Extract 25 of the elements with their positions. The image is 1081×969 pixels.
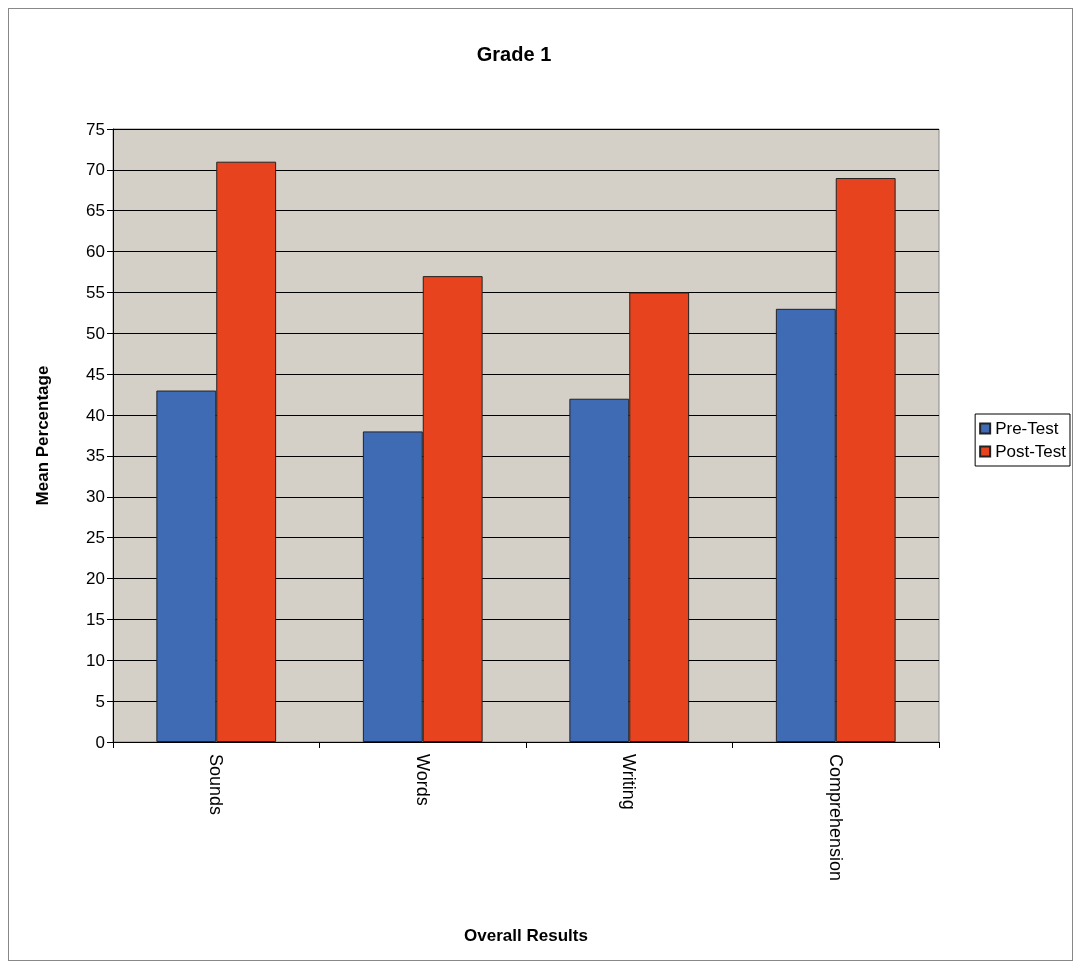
y-axis-title: Mean Percentage <box>33 365 52 506</box>
y-tick-label: 35 <box>86 446 105 466</box>
legend-label: Post-Test <box>995 442 1067 461</box>
y-tick-label: 75 <box>86 119 105 139</box>
x-axis-title: Overall Results <box>464 926 588 945</box>
y-tick-label: 5 <box>95 691 105 711</box>
y-tick-label: 0 <box>95 732 105 752</box>
y-tick-label: 30 <box>86 487 105 507</box>
y-tick-label: 70 <box>86 160 105 180</box>
y-tick-label: 20 <box>86 569 105 589</box>
x-tick-label: Sounds <box>206 754 227 816</box>
y-tick-label: 55 <box>86 282 105 302</box>
y-tick-label: 50 <box>86 323 105 343</box>
legend-label: Pre-Test <box>995 419 1059 438</box>
y-tick-label: 45 <box>86 364 105 384</box>
y-tick-label: 15 <box>86 609 105 629</box>
y-tick-label: 60 <box>86 242 105 262</box>
y-tick-label: 25 <box>86 528 105 548</box>
y-tick-label: 65 <box>86 201 105 221</box>
y-tick-label: 10 <box>86 650 105 670</box>
x-tick-label: Writing <box>619 754 640 810</box>
y-tick-label: 40 <box>86 405 105 425</box>
x-tick-label: Words <box>412 754 433 806</box>
chart-title: Grade 1 <box>476 43 552 65</box>
x-tick-label: Comprehension <box>825 754 846 882</box>
